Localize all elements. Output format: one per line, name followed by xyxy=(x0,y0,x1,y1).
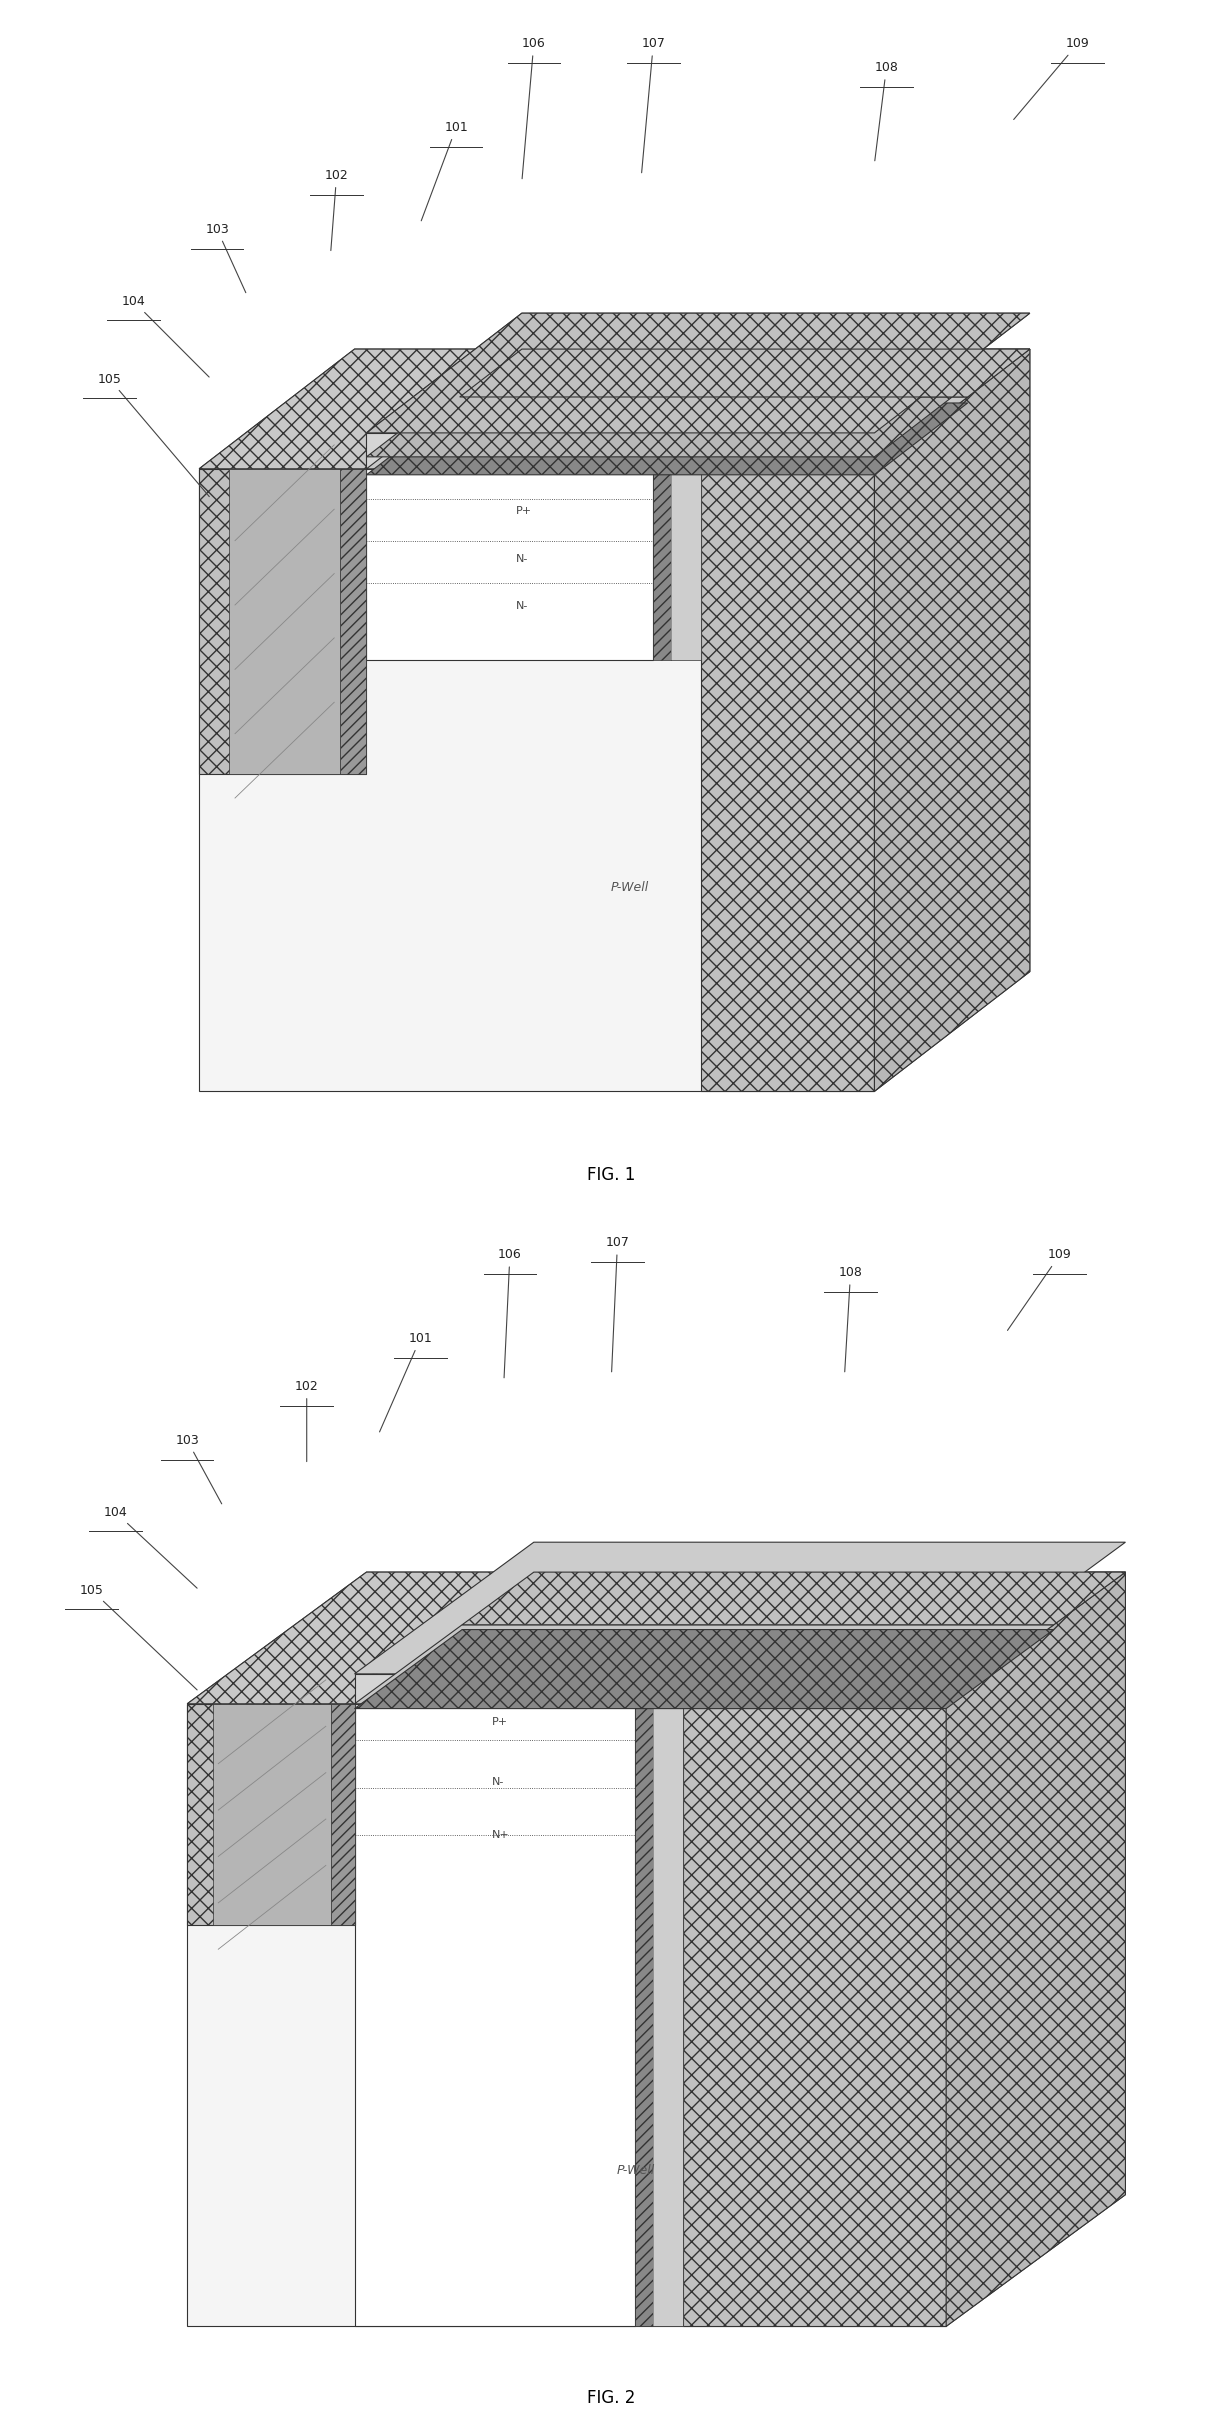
Polygon shape xyxy=(947,1571,1125,2326)
Polygon shape xyxy=(229,468,340,775)
Polygon shape xyxy=(187,1703,947,2326)
Polygon shape xyxy=(199,348,522,468)
Polygon shape xyxy=(355,1630,1054,1708)
Text: FIG. 1: FIG. 1 xyxy=(587,1167,636,1184)
Text: 105: 105 xyxy=(98,373,209,497)
Text: P+: P+ xyxy=(492,1717,508,1727)
Text: 109: 109 xyxy=(1014,37,1090,119)
Text: 102: 102 xyxy=(325,168,349,251)
Text: 108: 108 xyxy=(874,61,899,161)
Polygon shape xyxy=(653,348,856,468)
Polygon shape xyxy=(199,348,1030,468)
Text: 107: 107 xyxy=(641,37,665,173)
Text: 101: 101 xyxy=(379,1332,432,1432)
Polygon shape xyxy=(653,1703,684,2326)
Polygon shape xyxy=(187,1703,355,1924)
Polygon shape xyxy=(199,468,367,775)
Polygon shape xyxy=(367,314,1030,434)
Polygon shape xyxy=(653,1703,684,2326)
Polygon shape xyxy=(874,348,1030,1091)
Text: 102: 102 xyxy=(295,1381,319,1462)
Polygon shape xyxy=(367,434,874,468)
Text: N-: N- xyxy=(492,1776,504,1786)
Text: FIG. 2: FIG. 2 xyxy=(587,2390,636,2407)
Polygon shape xyxy=(355,1625,1054,1703)
Polygon shape xyxy=(340,468,367,775)
Polygon shape xyxy=(355,1542,1125,1674)
Text: N+: N+ xyxy=(492,1644,510,1654)
Polygon shape xyxy=(367,397,953,458)
Text: 106: 106 xyxy=(522,37,545,178)
Polygon shape xyxy=(199,468,874,1091)
Polygon shape xyxy=(214,1703,330,1924)
Polygon shape xyxy=(330,1703,355,1924)
Polygon shape xyxy=(367,468,653,660)
Polygon shape xyxy=(701,348,1030,468)
Text: 105: 105 xyxy=(79,1583,197,1691)
Text: N-: N- xyxy=(516,602,528,611)
Polygon shape xyxy=(636,1703,653,2326)
Text: 107: 107 xyxy=(605,1237,630,1371)
Polygon shape xyxy=(367,402,967,475)
Text: 103: 103 xyxy=(205,222,246,292)
Text: P-Well: P-Well xyxy=(616,2163,654,2178)
Polygon shape xyxy=(355,1674,947,1703)
Polygon shape xyxy=(684,1703,947,2326)
Text: 104: 104 xyxy=(104,1505,197,1588)
Polygon shape xyxy=(636,1571,862,1703)
Polygon shape xyxy=(671,468,701,660)
Polygon shape xyxy=(684,1571,1125,1703)
Text: P+: P+ xyxy=(516,507,532,516)
Text: 106: 106 xyxy=(498,1247,522,1379)
Text: P-Well: P-Well xyxy=(610,882,648,894)
Polygon shape xyxy=(874,348,1030,1091)
Text: 108: 108 xyxy=(839,1267,862,1371)
Polygon shape xyxy=(701,468,874,1091)
Polygon shape xyxy=(355,1703,636,2326)
Text: 103: 103 xyxy=(175,1435,221,1503)
Polygon shape xyxy=(187,1571,533,1703)
Polygon shape xyxy=(653,468,671,660)
Polygon shape xyxy=(367,314,1030,434)
Polygon shape xyxy=(460,348,1030,397)
Text: N+: N+ xyxy=(516,421,533,431)
Polygon shape xyxy=(947,1571,1125,2326)
Text: N-: N- xyxy=(516,553,528,563)
Polygon shape xyxy=(462,1571,1125,1625)
Polygon shape xyxy=(367,397,967,468)
Polygon shape xyxy=(187,1571,1125,1703)
Text: 104: 104 xyxy=(121,295,209,378)
Text: 101: 101 xyxy=(421,122,468,222)
Text: N+: N+ xyxy=(492,1829,510,1842)
Polygon shape xyxy=(671,468,701,660)
Text: 109: 109 xyxy=(1008,1247,1071,1330)
